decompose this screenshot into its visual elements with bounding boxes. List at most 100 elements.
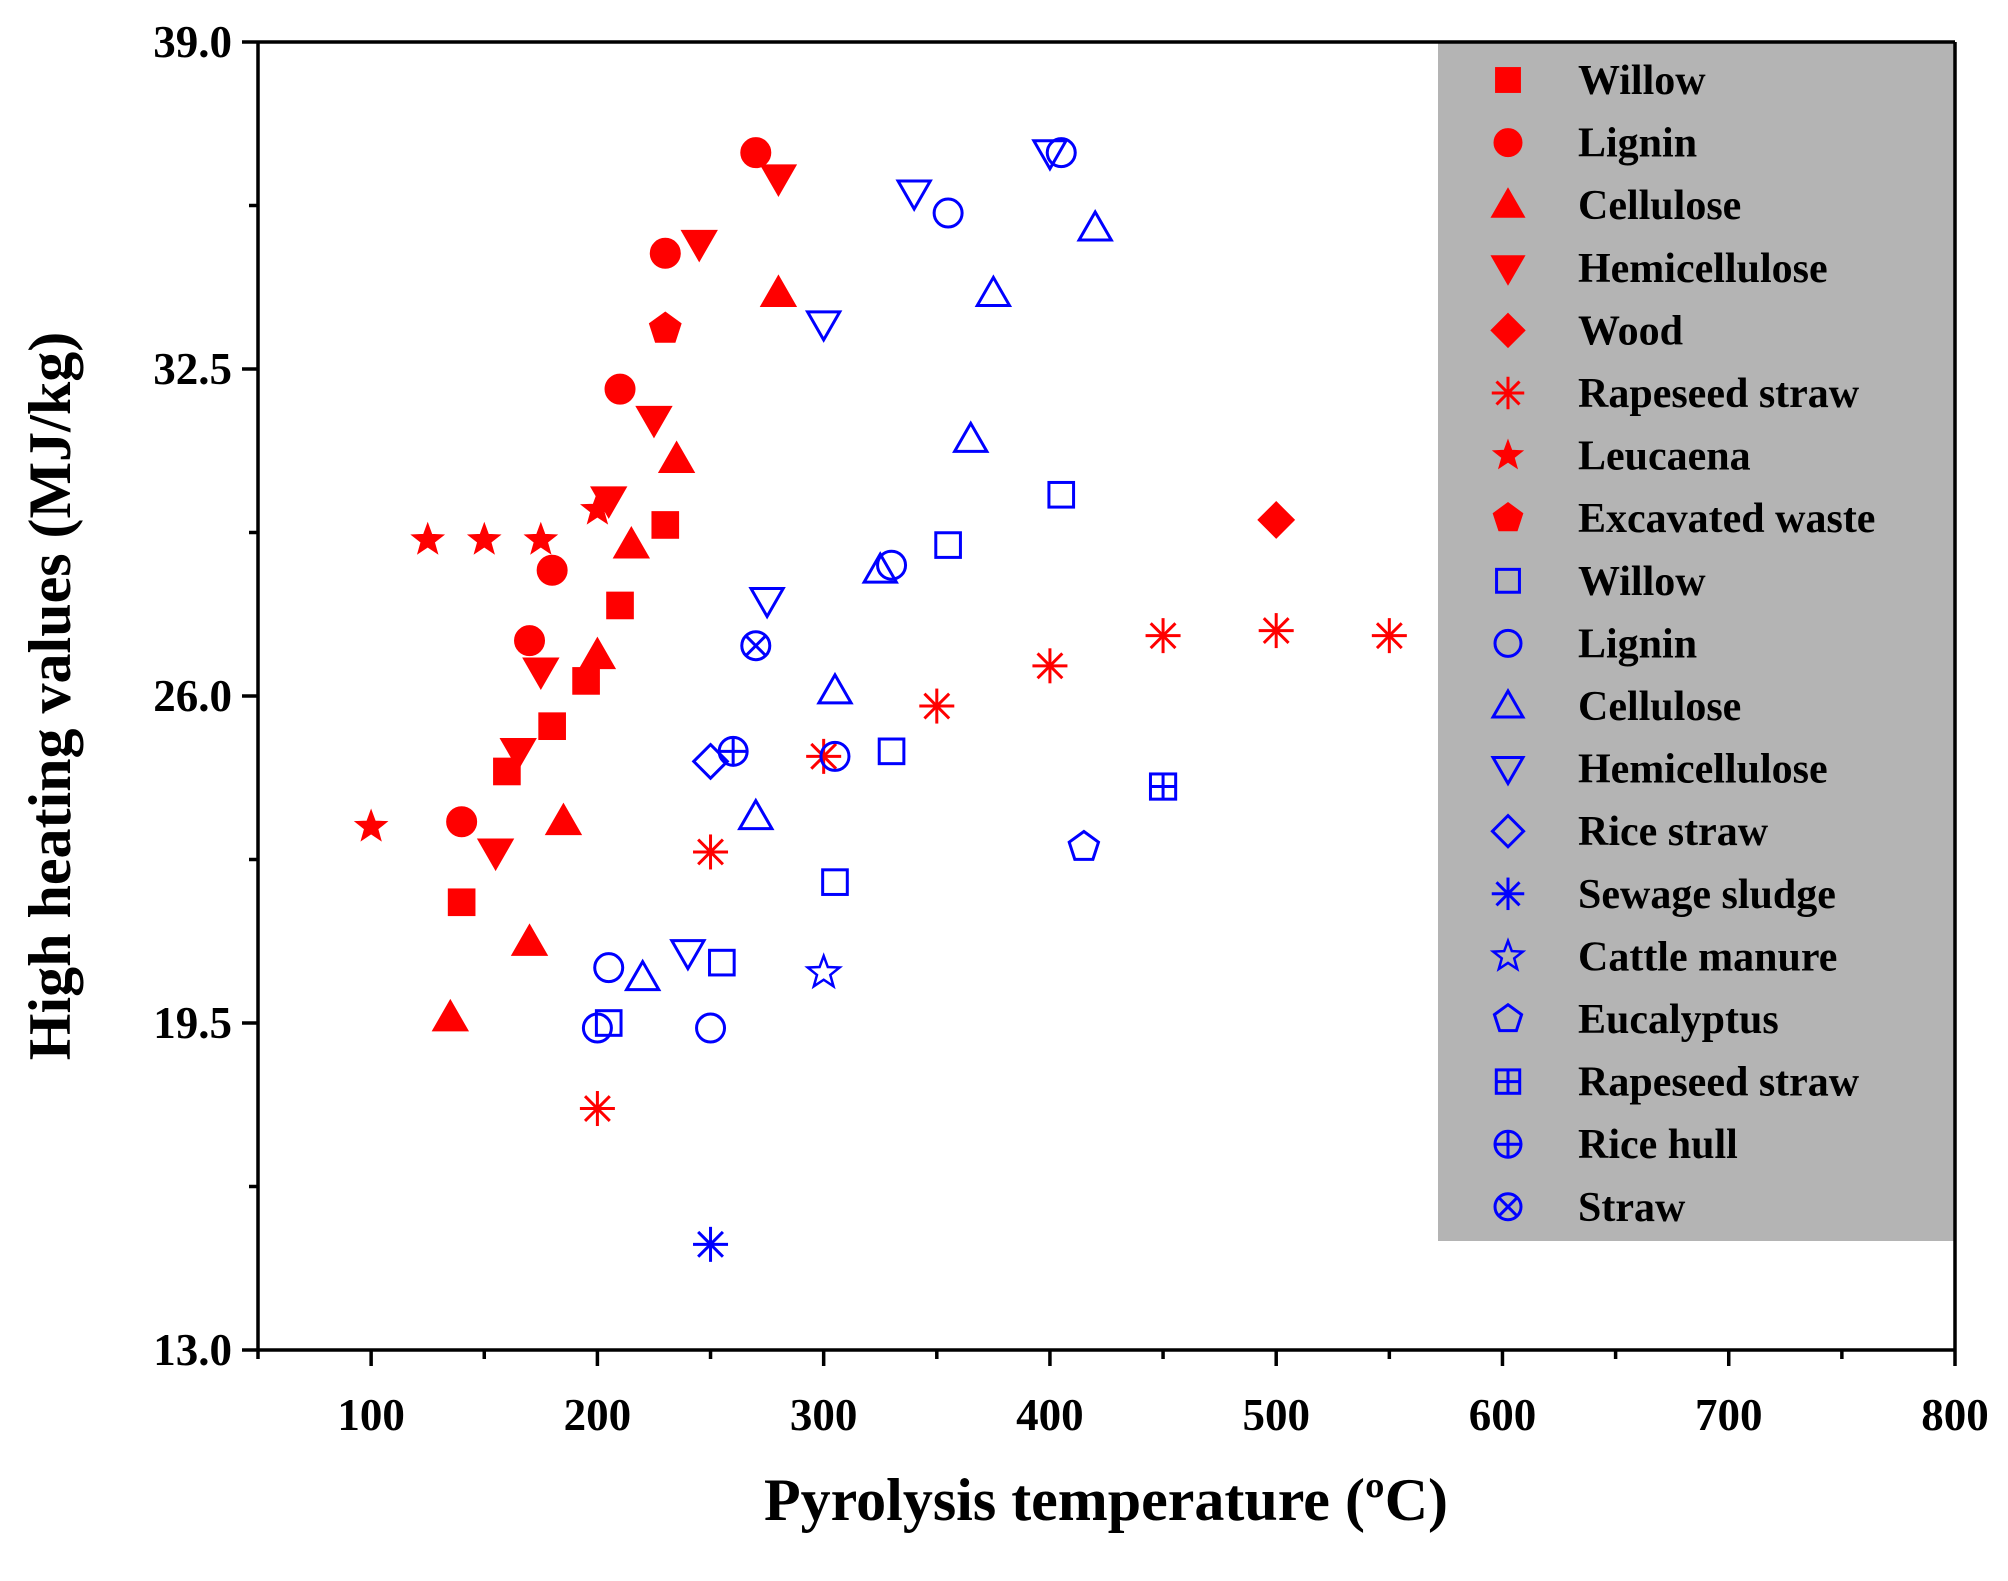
x-tick-label: 700 (1695, 1390, 1763, 1440)
legend-label: Straw (1578, 1185, 1686, 1231)
data-point (804, 952, 843, 990)
marker-shape (952, 420, 990, 453)
marker-shape (759, 164, 798, 197)
data-point (952, 420, 990, 453)
data-point (579, 1091, 615, 1127)
y-tick-label: 32.5 (153, 344, 232, 394)
data-point (759, 164, 798, 197)
marker-shape (1493, 628, 1523, 658)
legend-marker (1490, 756, 1526, 787)
legend-label: Lignin (1578, 121, 1697, 167)
legend-marker (1491, 877, 1525, 911)
data-point (447, 888, 476, 917)
marker-shape (1490, 756, 1526, 787)
marker-shape (1492, 1002, 1524, 1033)
marker-stroke (1497, 1196, 1519, 1218)
marker-shape (1047, 480, 1076, 509)
marker-shape (538, 712, 566, 741)
marker-shape (651, 511, 680, 539)
marker-shape (648, 311, 682, 343)
legend-item: Cellulose (1490, 183, 1741, 229)
marker-stroke (1495, 881, 1521, 907)
data-point (466, 521, 502, 555)
plot-frame (256, 40, 1957, 1352)
data-point (522, 657, 560, 690)
data-point (1031, 139, 1069, 172)
data-point (1148, 772, 1178, 801)
marker-shape (1492, 502, 1524, 532)
data-point (581, 1012, 613, 1044)
data-point (510, 923, 549, 956)
marker-shape (1490, 187, 1526, 218)
marker-shape (606, 591, 634, 620)
marker-shape (431, 998, 470, 1032)
legend-marker (1490, 255, 1526, 286)
legend-label: Eucalyptus (1578, 997, 1779, 1043)
legend-marker (1490, 187, 1526, 218)
legend-item: Leucaena (1491, 434, 1751, 480)
series-willow (447, 511, 680, 917)
data-point (651, 511, 680, 539)
series-rapeseed-straw (1148, 772, 1178, 801)
legend-item: Straw (1493, 1185, 1686, 1231)
legend-label: Sewage sludge (1578, 872, 1836, 918)
y-tick-label: 19.5 (153, 998, 232, 1048)
marker-shape (510, 923, 549, 956)
data-point (877, 737, 906, 766)
y-tick-label: 13.0 (153, 1325, 232, 1375)
legend-label: Rapeseed straw (1578, 371, 1860, 417)
series-cellulose (623, 209, 1114, 992)
marker-shape (669, 939, 707, 972)
data-point (740, 630, 772, 662)
marker-shape (819, 740, 851, 772)
marker-shape (691, 742, 730, 781)
data-point (476, 838, 515, 872)
legend-label: Hemicellulose (1578, 747, 1828, 793)
marker-stroke (1262, 617, 1290, 645)
legend-label: Rice hull (1578, 1122, 1738, 1168)
data-point (1067, 829, 1101, 861)
marker-shape (708, 948, 736, 977)
data-point (737, 797, 775, 831)
legend-marker (1490, 813, 1526, 849)
data-point (708, 948, 736, 977)
marker-shape (1495, 567, 1521, 594)
marker-shape (1490, 688, 1526, 719)
marker-shape (1257, 501, 1296, 539)
data-point (657, 440, 696, 473)
marker-shape (635, 405, 673, 439)
marker-shape (476, 838, 515, 872)
series-rapeseed-straw (579, 613, 1407, 1127)
legend-item: Rapeseed straw (1494, 1060, 1860, 1106)
marker-shape (410, 521, 446, 555)
legend-label: Rapeseed straw (1578, 1060, 1860, 1106)
marker-shape (522, 657, 560, 690)
data-point (410, 521, 446, 555)
data-point (861, 551, 899, 584)
series-lignin (581, 137, 1077, 1044)
marker-shape (1489, 937, 1527, 972)
marker-shape (1490, 813, 1526, 849)
legend-marker (1494, 1068, 1522, 1095)
data-point (593, 952, 625, 984)
legend-item: Rapeseed straw (1491, 371, 1860, 417)
data-point (680, 229, 718, 263)
legend-marker (1493, 1192, 1523, 1222)
data-point (740, 137, 772, 169)
marker-shape (447, 888, 476, 917)
marker-shape (1493, 128, 1523, 158)
marker-stroke (1149, 622, 1177, 650)
marker-shape (580, 491, 615, 525)
data-point (1047, 480, 1076, 509)
marker-stroke (923, 692, 951, 720)
data-point (580, 491, 615, 525)
data-point (572, 667, 600, 695)
marker-shape (493, 757, 521, 786)
marker-shape (737, 797, 775, 831)
marker-stroke (583, 1095, 611, 1122)
legend-item: Rice straw (1490, 809, 1769, 855)
data-point (499, 737, 537, 771)
data-point (695, 1012, 727, 1044)
marker-stroke (1375, 622, 1403, 650)
